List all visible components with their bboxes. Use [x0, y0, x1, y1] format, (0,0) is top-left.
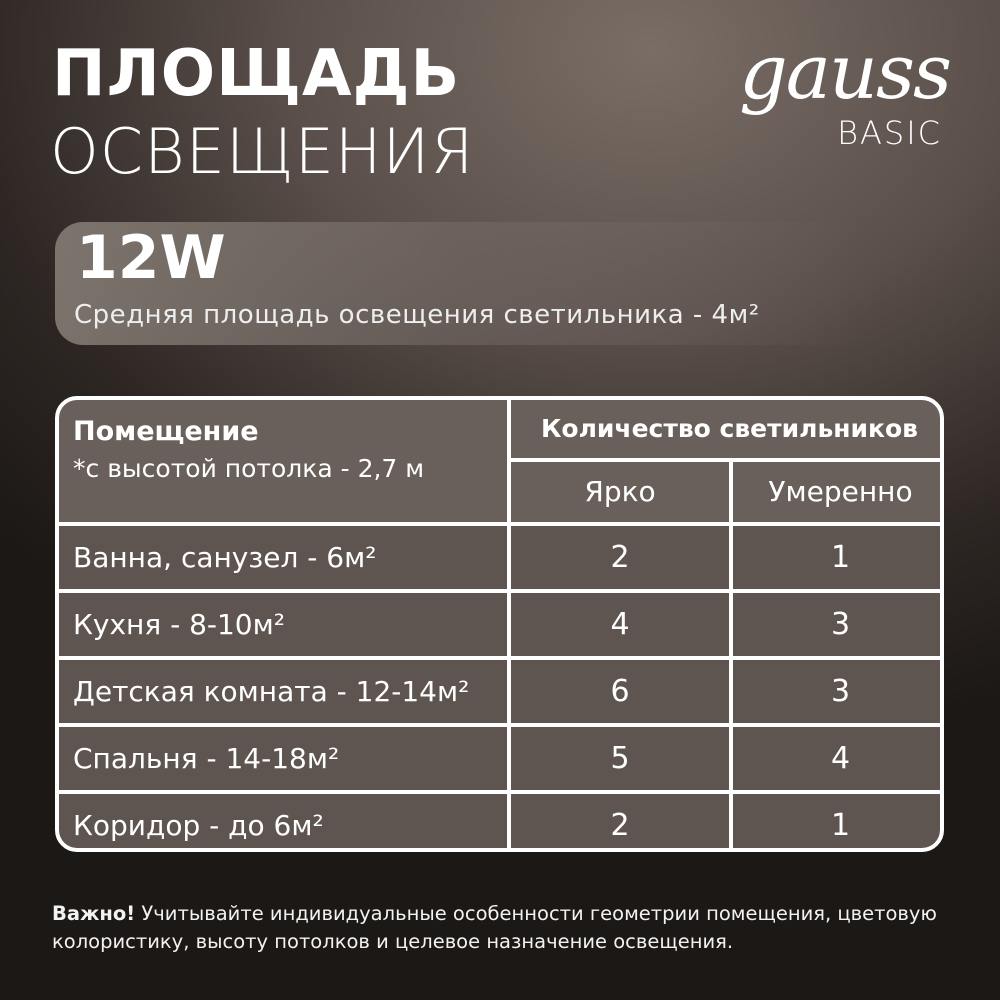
moderate-cell: 1: [733, 794, 940, 848]
lighting-table: Помещение *с высотой потолка - 2,7 м Кол…: [55, 396, 944, 852]
room-header: Помещение: [73, 416, 259, 447]
col-moderate-header: Умеренно: [733, 462, 940, 522]
moderate-cell: 4: [733, 727, 940, 790]
bright-cell: 5: [511, 727, 729, 790]
title-line-1: ПЛОЩАДЬ: [52, 37, 461, 111]
important-note: Важно! Учитывайте индивидуальные особенн…: [52, 900, 972, 956]
bright-cell: 2: [511, 526, 729, 589]
room-cell: Ванна, санузел - 6м²: [59, 526, 507, 589]
moderate-cell: 1: [733, 526, 940, 589]
bright-cell: 2: [511, 794, 729, 848]
room-note: *с высотой потолка - 2,7 м: [73, 454, 425, 484]
logo-line: BASIC: [837, 114, 942, 153]
count-header: Количество светильников: [511, 400, 940, 458]
room-cell: Спальня - 14-18м²: [59, 727, 507, 790]
bright-cell: 4: [511, 593, 729, 656]
room-cell: Детская комната - 12-14м²: [59, 660, 507, 723]
room-cell: Кухня - 8-10м²: [59, 593, 507, 656]
power-banner: [55, 222, 870, 345]
power-value: 12W: [76, 223, 226, 293]
gauss-logo: gauss BASIC: [690, 27, 952, 153]
logo-brand: gauss: [739, 27, 952, 116]
moderate-cell: 3: [733, 593, 940, 656]
room-header-cell: Помещение *с высотой потолка - 2,7 м: [59, 400, 507, 522]
note-text: Учитывайте индивидуальные особенности ге…: [52, 902, 937, 953]
title-line-2: ОСВЕЩЕНИЯ: [50, 115, 475, 188]
col-bright-header: Ярко: [511, 462, 729, 522]
moderate-cell: 3: [733, 660, 940, 723]
power-description: Средняя площадь освещения светильника - …: [74, 300, 760, 330]
bright-cell: 6: [511, 660, 729, 723]
note-bold: Важно!: [52, 902, 136, 925]
room-cell: Коридор - до 6м²: [59, 794, 507, 848]
